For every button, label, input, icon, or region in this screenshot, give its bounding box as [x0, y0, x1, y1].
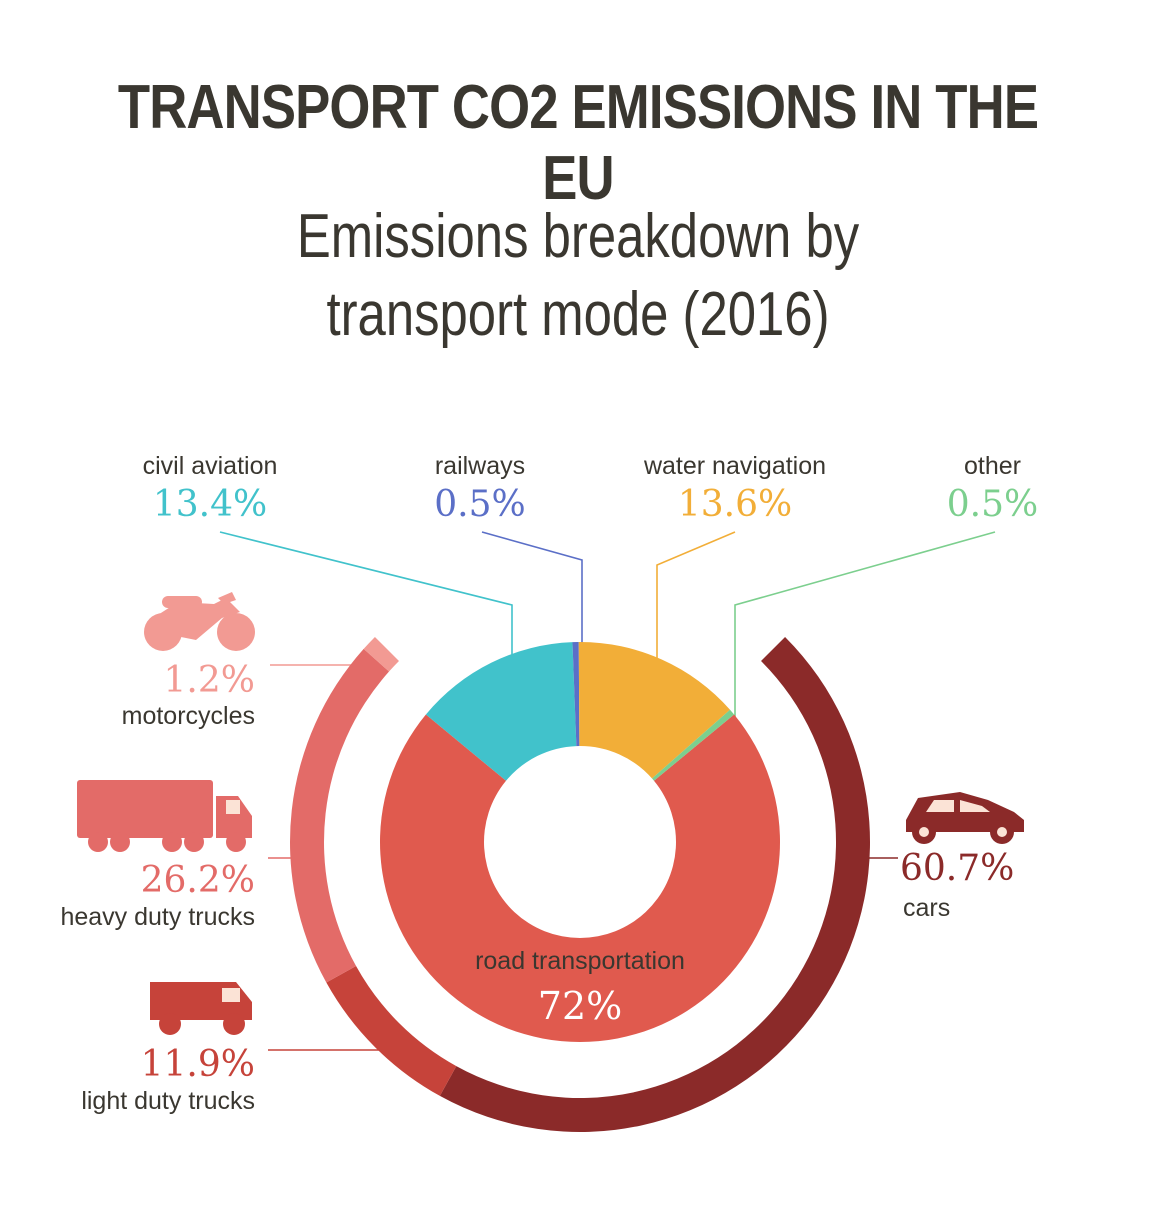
donut-chart — [379, 642, 780, 1042]
main-title: TRANSPORT CO2 EMISSIONS IN THE EU — [117, 73, 1039, 213]
leader-lines — [219, 531, 996, 1051]
leader-civil-aviation — [219, 531, 513, 660]
leader-railways — [481, 531, 583, 648]
civil-aviation-label: civil aviation — [142, 452, 278, 480]
subtitle-line-1: Emissions breakdown by — [296, 202, 860, 271]
other-value: 0.5% — [946, 484, 1039, 525]
leader-water-navigation — [656, 531, 736, 660]
cars-value: 60.7% — [900, 848, 1015, 889]
slice-road-transportation — [379, 714, 780, 1042]
light-trucks-value: 11.9% — [140, 1044, 255, 1085]
civil-aviation-value: 13.4% — [152, 484, 268, 525]
cars-label: cars — [903, 894, 951, 922]
ring-light-trucks — [326, 966, 457, 1096]
motorcycle-icon — [144, 592, 255, 651]
slice-civil-aviation — [425, 642, 577, 781]
railways-value: 0.5% — [434, 484, 526, 525]
water-navigation-value: 13.6% — [677, 484, 793, 525]
railways-label: railways — [434, 452, 526, 480]
road-transportation-value: 72% — [537, 984, 623, 1028]
vehicle-icons — [77, 592, 1024, 1035]
other-label: other — [964, 452, 1021, 480]
heavy-trucks-value: 26.2% — [140, 860, 255, 901]
car-icon — [906, 792, 1024, 844]
water-navigation-label: water navigation — [643, 452, 827, 480]
road-breakdown-ring — [290, 636, 870, 1132]
slice-other — [652, 709, 735, 781]
road-transportation-label: road transportation — [475, 947, 685, 975]
ring-cars — [439, 636, 870, 1132]
van-icon — [150, 982, 252, 1035]
heavy-truck-icon — [77, 780, 252, 852]
slice-water-navigation — [578, 642, 731, 779]
chart-subtitle: Emissions breakdown by transport mode (2… — [104, 198, 1052, 354]
subtitle-line-2: transport mode (2016) — [326, 280, 830, 349]
motorcycles-label: motorcycles — [121, 702, 255, 730]
ring-heavy-trucks — [290, 648, 390, 983]
motorcycles-value: 1.2% — [163, 660, 255, 701]
light-trucks-label: light duty trucks — [81, 1087, 255, 1115]
ring-motorcycles — [363, 636, 399, 672]
slice-railways — [572, 642, 580, 747]
leader-other — [734, 531, 996, 720]
heavy-trucks-label: heavy duty trucks — [60, 903, 255, 931]
